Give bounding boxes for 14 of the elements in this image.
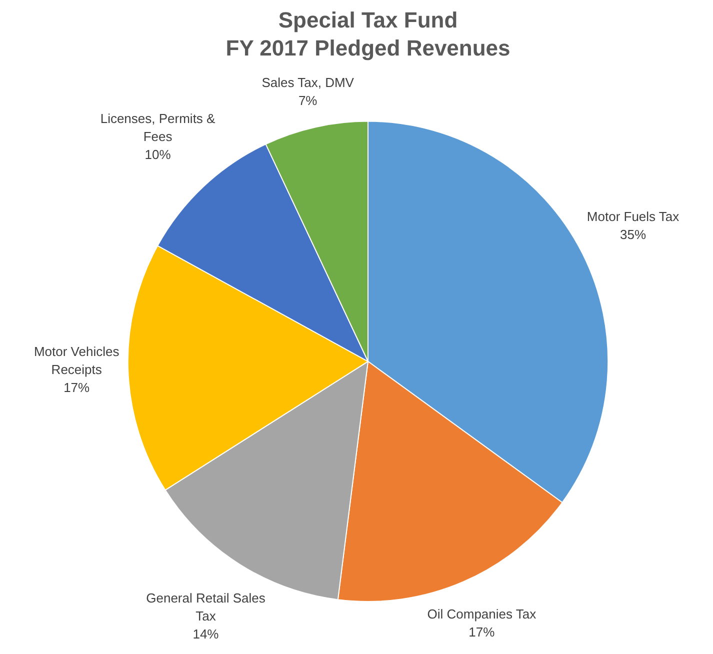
slice-label: Sales Tax, DMV <box>262 74 354 90</box>
data-label: 7% <box>298 92 318 108</box>
slice-label: Motor Fuels Tax <box>586 208 680 224</box>
chart-subtitle: FY 2017 Pledged Revenues <box>226 36 510 61</box>
data-label: 35% <box>620 226 646 242</box>
slice-label: General Retail Sales Tax <box>146 590 266 624</box>
data-label: 17% <box>468 624 496 640</box>
data-label: 17% <box>64 380 90 396</box>
data-label: 10% <box>144 147 172 162</box>
slice-label: Motor Vehicles Receipts <box>34 344 120 378</box>
slice-label: Licenses, Permits & Fees <box>100 111 216 144</box>
data-label: 14% <box>192 626 220 642</box>
chart-title: Special Tax Fund <box>278 7 458 32</box>
slice-label: Oil Companies Tax <box>427 606 537 622</box>
